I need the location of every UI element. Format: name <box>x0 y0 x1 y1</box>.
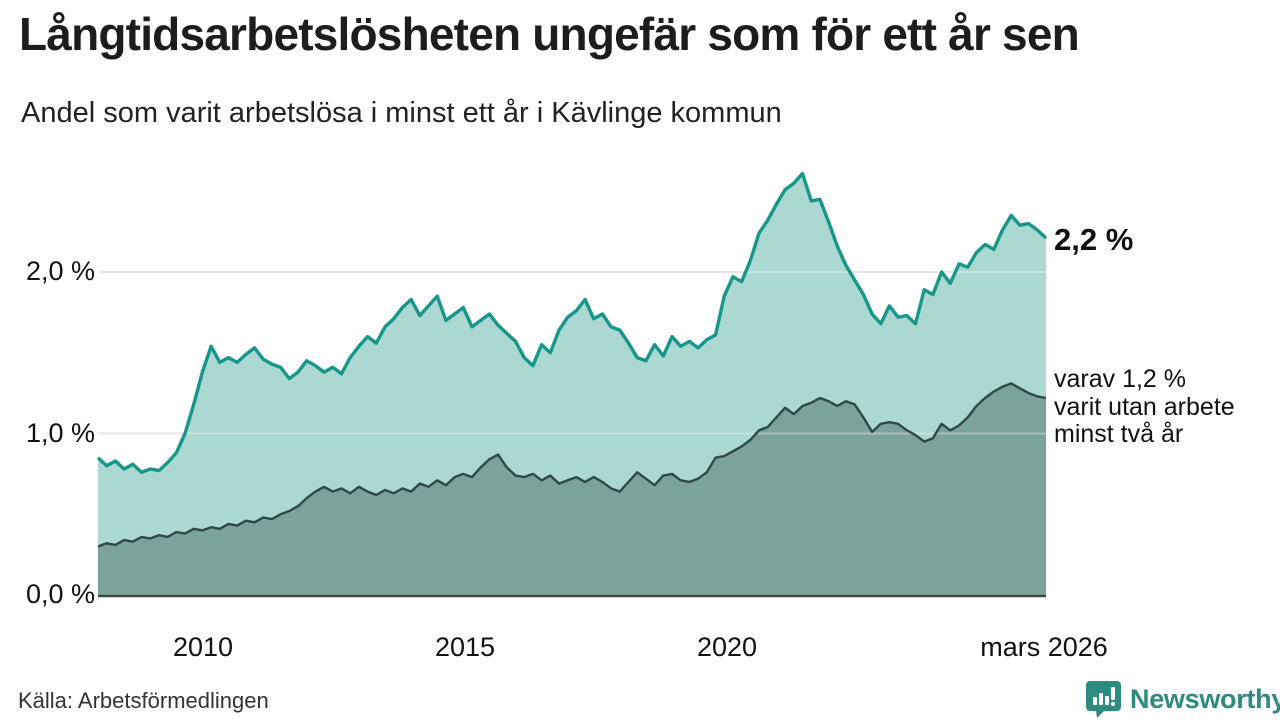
x-tick-2020: 2020 <box>696 632 758 662</box>
latest-total-label: 2,2 % <box>1054 222 1134 257</box>
y-tick-1pct: 1,0 % <box>25 418 95 448</box>
newsworthy-icon <box>1086 681 1121 718</box>
x-tick-2010: 2010 <box>172 632 234 662</box>
page-title: Långtidsarbetslösheten ungefär som för e… <box>19 8 1080 60</box>
line-unemployed-2yr <box>97 382 1047 548</box>
y-tick-0pct: 0,0 % <box>25 579 95 609</box>
two-year-annotation-line2: varit utan arbete <box>1054 392 1235 421</box>
brand-name: Newsworthy <box>1130 683 1280 714</box>
area-unemployed-2yr <box>98 383 1046 595</box>
two-year-annotation-line1: varav 1,2 % <box>1054 365 1187 393</box>
gridlines-over <box>98 271 1046 435</box>
brand-logo: Newsworthy <box>1085 680 1280 718</box>
line-unemployed-1yr <box>96 171 1048 474</box>
chart-subtitle: Andel som varit arbetslösa i minst ett å… <box>21 97 782 129</box>
x-tick-mars-2026: mars 2026 <box>980 632 1108 662</box>
y-tick-2pct: 2,0 % <box>25 256 95 286</box>
x-tick-2015: 2015 <box>434 632 496 662</box>
two-year-annotation: varav 1,2 % varit utan arbete minst två … <box>1054 365 1235 449</box>
two-year-annotation-line3: minst två år <box>1054 420 1184 448</box>
source-note: Källa: Arbetsförmedlingen <box>18 688 269 713</box>
